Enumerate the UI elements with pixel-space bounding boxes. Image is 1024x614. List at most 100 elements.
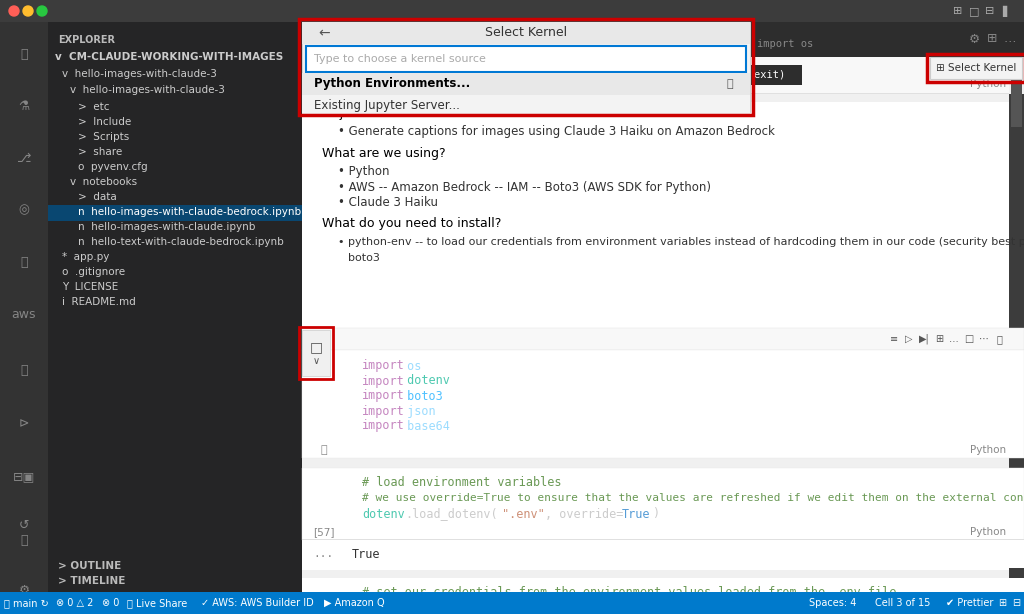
- Text: • Generate captions for images using Claude 3 Haiku on Amazon Bedrock: • Generate captions for images using Cla…: [338, 125, 775, 139]
- Text: Existing Jupyter Server...: Existing Jupyter Server...: [314, 98, 460, 112]
- Text: ⊳: ⊳: [18, 418, 30, 430]
- Text: ⊞: ⊞: [953, 6, 963, 16]
- Text: import: import: [362, 389, 404, 403]
- Text: ⋯: ⋯: [979, 334, 989, 344]
- Text: # we use override=True to ensure that the values are refreshed if we edit them o: # we use override=True to ensure that th…: [362, 493, 1024, 503]
- Text: boto3: boto3: [348, 253, 380, 263]
- Text: >  Include: > Include: [78, 117, 131, 127]
- Bar: [302, 95, 750, 115]
- Text: True: True: [622, 508, 650, 521]
- Text: 🕐: 🕐: [321, 445, 328, 455]
- Text: • AWS -- Amazon Bedrock -- IAM -- Boto3 (AWS SDK for Python): • AWS -- Amazon Bedrock -- IAM -- Boto3 …: [338, 182, 711, 195]
- Bar: [302, 73, 750, 95]
- Text: v  CM-CLAUDE-WORKING-WITH-IMAGES: v CM-CLAUDE-WORKING-WITH-IMAGES: [55, 52, 284, 62]
- Text: n  hello-images-with-claude.ipynb: n hello-images-with-claude.ipynb: [78, 222, 255, 232]
- Bar: [1011, 67, 1022, 127]
- Bar: [930, 57, 1022, 79]
- Text: • Claude 3 Haiku: • Claude 3 Haiku: [338, 196, 438, 209]
- Text: ▌: ▌: [1001, 6, 1011, 17]
- Text: ◎: ◎: [18, 203, 30, 217]
- Text: Python: Python: [970, 445, 1006, 455]
- Bar: [299, 19, 753, 115]
- Bar: [302, 22, 522, 24]
- Bar: [302, 57, 1009, 94]
- Text: Amazon Q Tip 1/3: Start typing to get suggestions ([ESC] to exit): Amazon Q Tip 1/3: Start typing to get su…: [379, 70, 785, 80]
- Text: ⊞: ⊞: [935, 334, 943, 344]
- Text: ⚙: ⚙: [18, 583, 30, 596]
- Text: dotenv: dotenv: [362, 508, 404, 521]
- Text: ⎘ main ↻: ⎘ main ↻: [4, 598, 49, 608]
- Bar: [927, 54, 1024, 82]
- Text: True: True: [352, 548, 381, 561]
- Text: os: os: [400, 360, 421, 373]
- Circle shape: [37, 6, 47, 16]
- Text: >  data: > data: [78, 192, 117, 202]
- Text: v  hello-images-with-claude-3: v hello-images-with-claude-3: [62, 69, 217, 79]
- Circle shape: [23, 6, 33, 16]
- Text: • python-env -- to load our credentials from environment variables instead of ha: • python-env -- to load our credentials …: [338, 237, 1024, 247]
- Bar: [302, 94, 1024, 102]
- Text: Cell 3 of 15: Cell 3 of 15: [874, 598, 930, 608]
- Text: • Python: • Python: [338, 166, 389, 179]
- Text: hello-images-with-claude-bedrock.ipynb: hello-images-with-claude-bedrock.ipynb: [324, 34, 534, 44]
- Text: import: import: [362, 405, 404, 418]
- Text: ≡: ≡: [890, 334, 898, 344]
- Bar: [302, 578, 1024, 614]
- Text: >  share: > share: [78, 147, 122, 157]
- Text: ↺: ↺: [18, 518, 30, 532]
- Text: ▷: ▷: [905, 334, 912, 344]
- Text: ✔ Prettier: ✔ Prettier: [945, 598, 993, 608]
- Text: □: □: [969, 6, 979, 16]
- Bar: [302, 570, 1024, 578]
- Bar: [0, 0, 1024, 22]
- Text: 🐋: 🐋: [20, 255, 28, 268]
- Text: ): ): [652, 508, 659, 521]
- Text: json: json: [400, 405, 435, 418]
- Bar: [48, 205, 302, 221]
- Text: Python: Python: [970, 527, 1006, 537]
- Text: …: …: [1004, 33, 1016, 45]
- Circle shape: [9, 6, 19, 16]
- Text: ∨: ∨: [312, 356, 319, 366]
- Bar: [0, 22, 48, 592]
- Text: Python: Python: [970, 79, 1006, 89]
- Text: ✓ AWS: AWS Builder ID: ✓ AWS: AWS Builder ID: [201, 598, 313, 608]
- Bar: [302, 540, 1024, 568]
- Bar: [48, 22, 302, 592]
- Text: n  hello-text-with-claude-bedrock.ipynb: n hello-text-with-claude-bedrock.ipynb: [78, 237, 284, 247]
- Text: import: import: [362, 375, 404, 387]
- Text: import os: import os: [757, 39, 813, 49]
- Bar: [306, 46, 746, 72]
- Text: v  notebooks: v notebooks: [70, 177, 137, 187]
- Bar: [302, 22, 750, 112]
- Text: i  README.md: i README.md: [62, 297, 136, 307]
- Text: ⊞: ⊞: [987, 33, 997, 45]
- Bar: [302, 539, 1024, 540]
- Text: Y  LICENSE: Y LICENSE: [62, 282, 118, 292]
- Bar: [302, 22, 1024, 57]
- Text: ⚗: ⚗: [18, 101, 30, 114]
- Bar: [1009, 57, 1024, 94]
- Text: ←: ←: [318, 26, 330, 40]
- Text: base64: base64: [400, 419, 450, 432]
- Text: import: import: [362, 419, 404, 432]
- Text: EXPLORER: EXPLORER: [58, 35, 115, 45]
- Text: □: □: [309, 340, 323, 354]
- Text: aws: aws: [11, 308, 36, 321]
- Text: # set our credentials from the environment values loaded from the .env file: # set our credentials from the environme…: [362, 586, 896, 599]
- Bar: [0, 592, 1024, 614]
- Bar: [302, 22, 750, 44]
- Text: > OUTLINE: > OUTLINE: [58, 561, 121, 571]
- Text: >  Scripts: > Scripts: [78, 132, 129, 142]
- Text: ...: ...: [314, 549, 334, 559]
- Text: Select Kernel: Select Kernel: [485, 26, 567, 39]
- Text: import: import: [362, 360, 404, 373]
- Bar: [302, 328, 1024, 350]
- Bar: [302, 468, 1024, 540]
- Text: Python Environments...: Python Environments...: [314, 77, 470, 90]
- Text: Objective:: Objective:: [322, 107, 386, 120]
- Text: ⊟: ⊟: [985, 6, 994, 16]
- Text: , override=: , override=: [545, 508, 624, 521]
- Text: ▶|: ▶|: [919, 334, 930, 344]
- Text: Type to choose a kernel source: Type to choose a kernel source: [314, 54, 485, 64]
